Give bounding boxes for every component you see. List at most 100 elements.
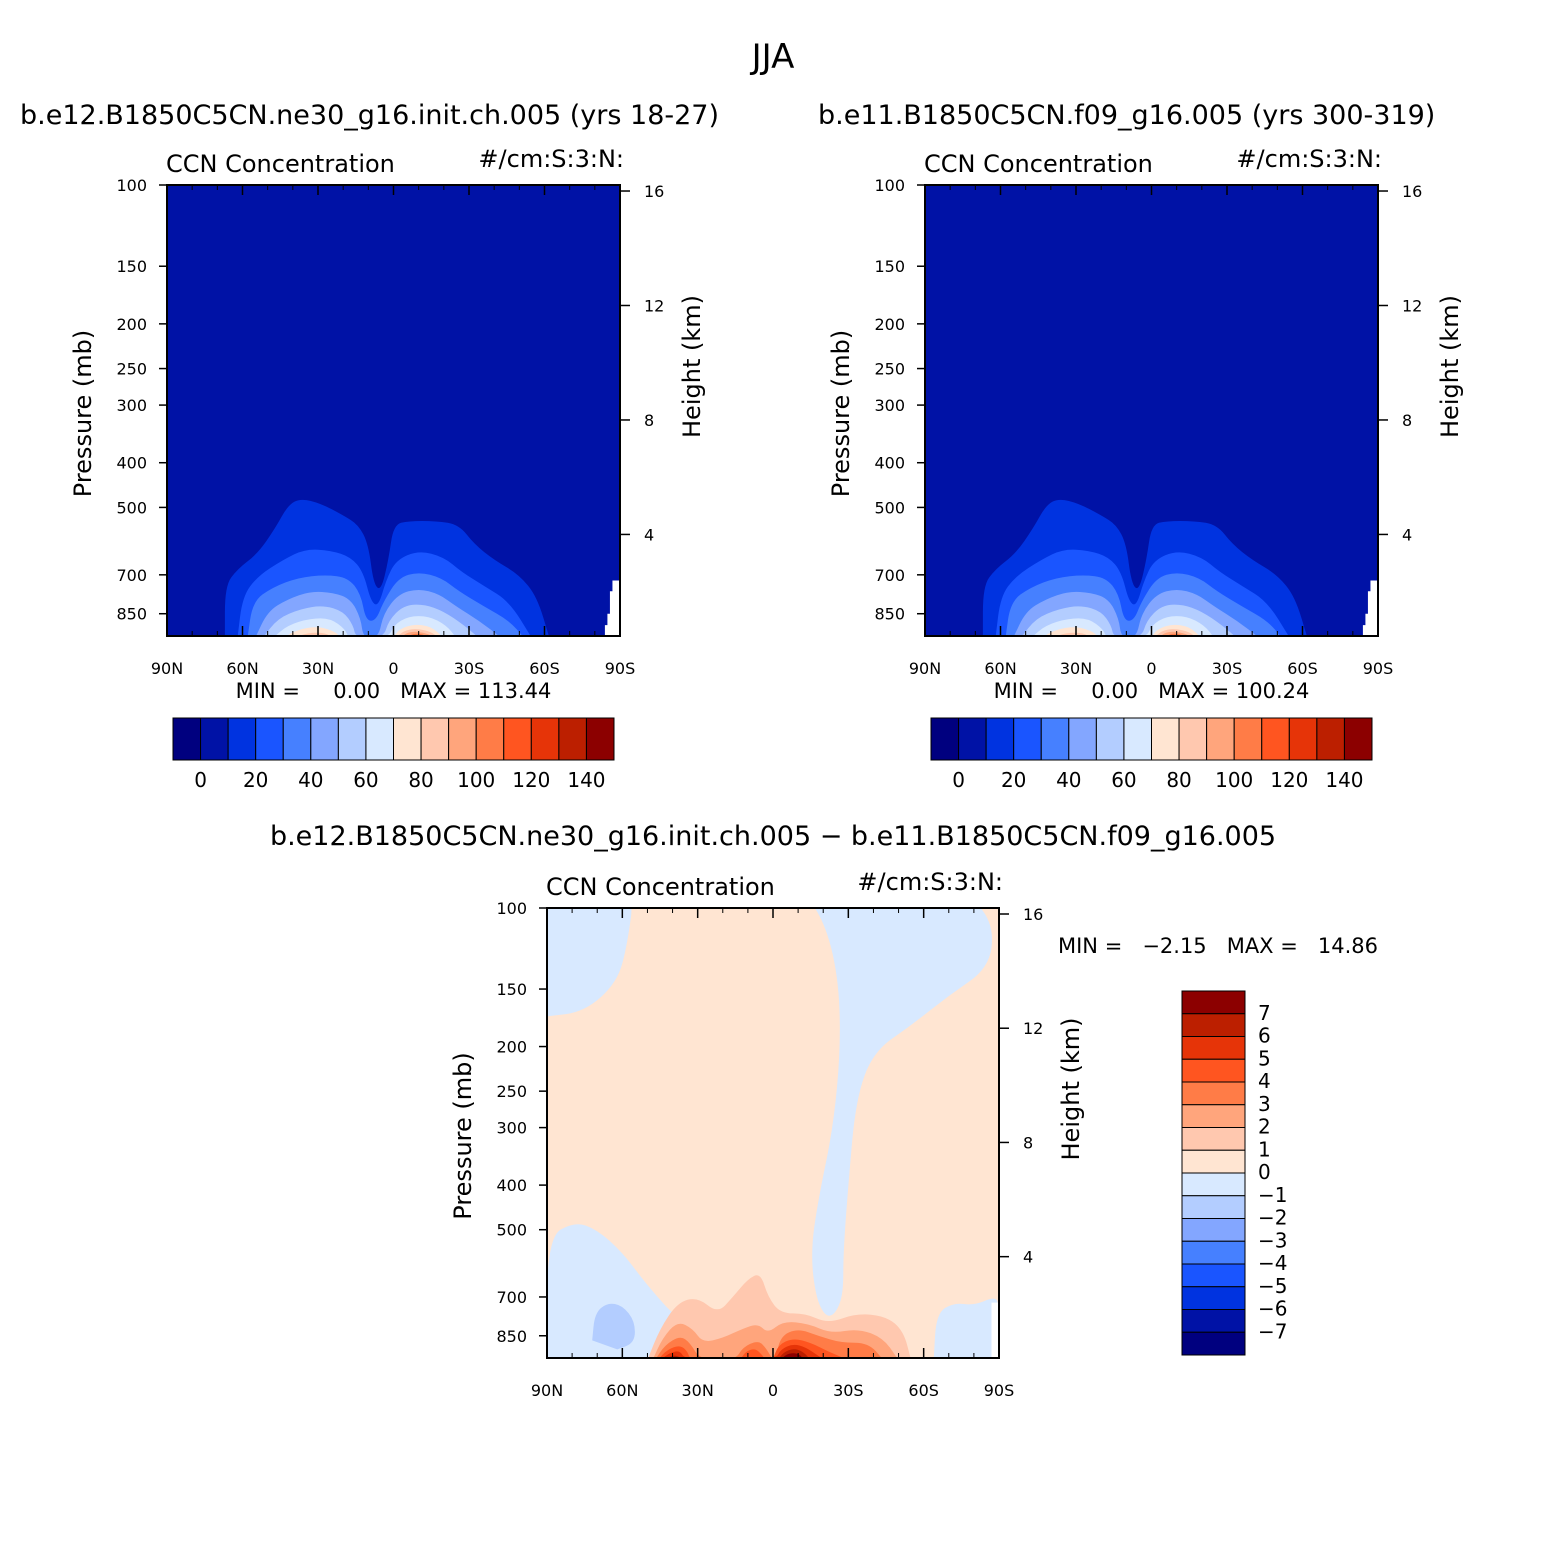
colorbar-label: 60 (1111, 768, 1136, 792)
y2-tick-label: 12 (1023, 1019, 1043, 1038)
y2-tick-label: 4 (644, 525, 654, 544)
field-label: CCN Concentration (546, 873, 775, 901)
x-tick-label: 60N (984, 659, 1016, 678)
contour-field (167, 185, 620, 636)
x-tick-label: 60N (606, 1381, 638, 1400)
colorbar-box (1343, 717, 1373, 761)
colorbar-box (1316, 717, 1345, 761)
y-tick-label: 850 (874, 605, 905, 624)
contour-level (933, 1298, 999, 1358)
x-tick-label: 90N (909, 659, 941, 678)
x-tick-label: 60S (529, 659, 560, 678)
missing-data-region (604, 580, 620, 636)
x-tick-label: 90N (151, 659, 183, 678)
colorbar-box (1178, 717, 1208, 761)
field-label: CCN Concentration (924, 150, 1153, 178)
colorbar-box (1181, 1013, 1246, 1037)
y2-tick-label: 16 (1402, 182, 1422, 201)
y-tick-label: 500 (116, 498, 147, 517)
colorbar-box (1261, 717, 1290, 761)
y2-tick-label: 8 (644, 411, 654, 430)
min-max-stats: MIN = 0.00 MAX = 100.24 (994, 679, 1310, 703)
x-tick-label: 90S (1363, 659, 1394, 678)
colorbar-label: −5 (1258, 1274, 1287, 1298)
colorbar-box (1181, 1036, 1246, 1060)
colorbar-label: 0 (952, 768, 965, 792)
contour-field (547, 908, 999, 1358)
colorbar-box (1181, 1127, 1246, 1151)
colorbar-label: 40 (1056, 768, 1081, 792)
colorbar-label: 60 (353, 768, 378, 792)
x-tick-label: 30N (1060, 659, 1092, 678)
y-tick-label: 250 (496, 1082, 527, 1101)
colorbar-box (282, 717, 312, 761)
y-tick-label: 500 (496, 1221, 527, 1240)
colorbar-box (1181, 1309, 1246, 1333)
colorbar-box (420, 717, 450, 761)
colorbar-box (227, 717, 257, 761)
colorbar-box (365, 717, 394, 761)
y-tick-label: 150 (874, 257, 905, 276)
y-tick-label: 100 (496, 899, 527, 918)
colorbar-label: 7 (1258, 1001, 1271, 1025)
y-tick-label: 300 (116, 396, 147, 415)
colorbar-box (585, 717, 615, 761)
colorbar-box (1233, 717, 1263, 761)
y-tick-label: 400 (116, 454, 147, 473)
x-tick-label: 30N (682, 1381, 714, 1400)
field-label: CCN Concentration (166, 150, 395, 178)
colorbar-label: 80 (1166, 768, 1191, 792)
y-tick-label: 200 (874, 315, 905, 334)
colorbar-box (558, 717, 587, 761)
y-tick-label: 200 (496, 1038, 527, 1057)
y-tick-label: 300 (874, 396, 905, 415)
units-label: #/cm:S:3:N: (478, 145, 624, 173)
colorbar-label: 20 (1001, 768, 1026, 792)
colorbar-box (530, 717, 560, 761)
colorbar-label: 140 (567, 768, 605, 792)
colorbar-label: 1 (1258, 1137, 1271, 1161)
x-tick-label: 30S (1212, 659, 1243, 678)
y2-tick-label: 16 (644, 182, 664, 201)
colorbar-label: −3 (1258, 1228, 1287, 1252)
colorbar-box (1181, 1195, 1246, 1219)
min-max-stats: MIN = −2.15 MAX = 14.86 (1058, 934, 1378, 958)
contour-level (547, 908, 632, 1017)
y2-tick-label: 4 (1402, 525, 1412, 544)
colorbar-label: −2 (1258, 1206, 1287, 1230)
colorbar-label: 3 (1258, 1092, 1271, 1116)
y-tick-label: 850 (496, 1327, 527, 1346)
contour-level (1056, 629, 1195, 636)
colorbar-box (475, 717, 505, 761)
x-tick-label: 0 (1146, 659, 1156, 678)
min-max-stats: MIN = 0.00 MAX = 113.44 (236, 679, 552, 703)
panel-title: b.e12.B1850C5CN.ne30_g16.init.ch.005 − b… (270, 821, 1276, 852)
x-tick-label: 90N (531, 1381, 563, 1400)
x-tick-label: 30S (454, 659, 485, 678)
y-tick-label: 850 (116, 605, 147, 624)
y2-tick-label: 8 (1023, 1133, 1033, 1152)
y2-tick-label: 8 (1402, 411, 1412, 430)
colorbar-label: −7 (1258, 1319, 1287, 1343)
x-tick-label: 30N (302, 659, 334, 678)
colorbar-box (393, 717, 422, 761)
x-tick-label: 0 (768, 1381, 778, 1400)
colorbar-box (1181, 1149, 1246, 1174)
colorbar-box (448, 717, 477, 761)
y-tick-label: 200 (116, 315, 147, 334)
x-tick-label: 0 (388, 659, 398, 678)
colorbar-box (1206, 717, 1235, 761)
colorbar-box (1181, 1240, 1246, 1265)
y2-tick-label: 12 (644, 296, 664, 315)
y-tick-label: 250 (116, 360, 147, 379)
y-tick-label: 400 (874, 454, 905, 473)
colorbar-label: 120 (1270, 768, 1308, 792)
x-tick-label: 60N (226, 659, 258, 678)
figure-title: JJA (750, 37, 795, 77)
colorbar-box (1095, 717, 1125, 761)
panel-diff: b.e12.B1850C5CN.ne30_g16.init.ch.005 − b… (270, 821, 1378, 1400)
colorbar-label: −1 (1258, 1183, 1287, 1207)
colorbar-box (1151, 717, 1180, 761)
colorbar-box (1181, 990, 1246, 1015)
